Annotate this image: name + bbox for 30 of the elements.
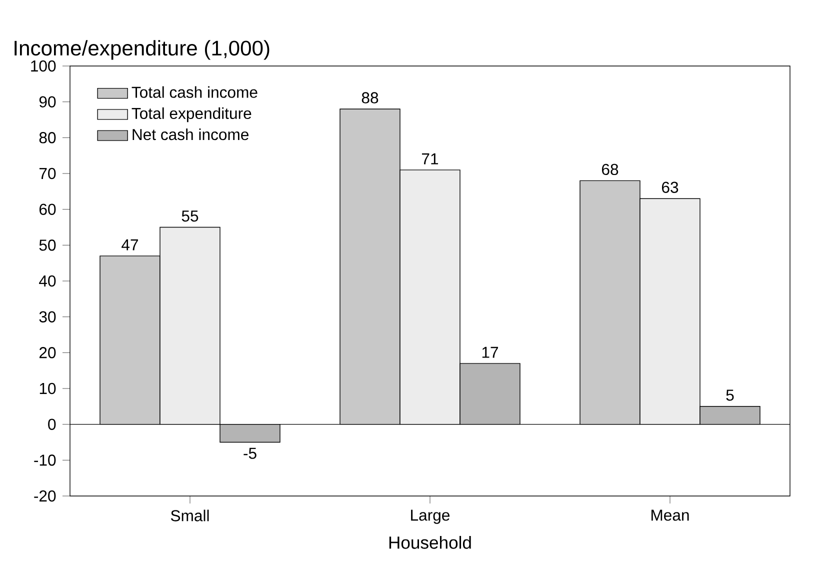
data-label: 55	[182, 210, 198, 222]
y-tick-label: 70	[40, 168, 56, 180]
y-tick-label: 60	[40, 204, 56, 215]
y-tick-label: 50	[39, 240, 56, 251]
y-tick-label: 10	[40, 382, 56, 394]
y-tick-label: 0	[48, 418, 56, 430]
y-tick-label: 40	[39, 275, 56, 287]
y-tick-label: 100	[31, 60, 56, 72]
y-tick-label: -10	[34, 454, 56, 466]
y-tick-label: 90	[39, 96, 56, 108]
legend-label: Net cash income	[132, 128, 249, 140]
x-tick-label: Small	[170, 510, 209, 522]
y-tick-label: 30	[39, 311, 56, 322]
x-axis-title: Household	[389, 536, 471, 549]
y-tick-label: -20	[34, 490, 56, 502]
data-label: 88	[362, 92, 378, 104]
legend-label: Total cash income	[132, 86, 258, 98]
data-label: 71	[422, 153, 438, 164]
data-label: 68	[602, 164, 618, 176]
y-tick-label: 20	[40, 347, 56, 358]
x-tick-label: Large	[411, 510, 450, 524]
data-label: 63	[662, 182, 678, 193]
data-label: 47	[122, 239, 138, 250]
data-label: -5	[244, 448, 256, 459]
x-tick-label: Mean	[652, 510, 689, 521]
legend-label: Total expenditure	[132, 107, 252, 122]
data-label: 17	[482, 346, 498, 358]
y-tick-label: 80	[39, 132, 56, 144]
y-axis-title: Income/expenditure (1,000)	[14, 40, 270, 60]
data-label: 5	[726, 390, 734, 401]
